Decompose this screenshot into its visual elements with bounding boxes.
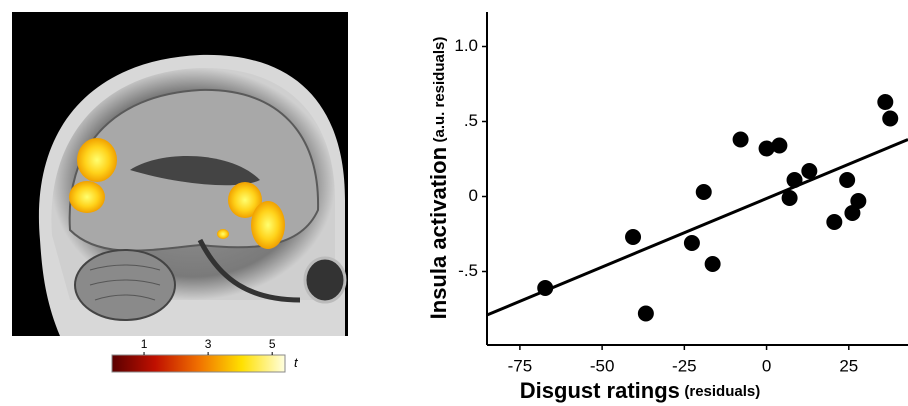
data-point — [625, 229, 641, 245]
x-tick-label: -25 — [672, 356, 697, 375]
brain-image — [12, 12, 348, 336]
x-axis-title: Disgust ratings — [520, 378, 680, 403]
data-point — [850, 193, 866, 209]
colorbar-tick-label: 3 — [205, 337, 212, 351]
y-tick-label: 1.0 — [454, 36, 478, 55]
page: 1 3 5 t 1.0 .5 0 -.5 -75 -50 -25 0 25 Disgust ratings… — [0, 0, 908, 406]
data-point — [787, 172, 803, 188]
data-point — [877, 94, 893, 110]
y-tick-label: 0 — [469, 186, 478, 205]
colorbar-tick-label: 5 — [269, 337, 276, 351]
y-tick-label: -.5 — [458, 261, 478, 280]
x-axis-label: Disgust ratings (residuals) — [520, 378, 760, 403]
y-axis-title: Insula activation — [426, 147, 451, 319]
data-point — [638, 306, 654, 322]
y-axis-label: Insula activation (a.u. residuals) — [426, 37, 451, 320]
x-tick-label: -75 — [508, 356, 533, 375]
x-tick-label: -50 — [590, 356, 615, 375]
data-point — [839, 172, 855, 188]
x-axis-unit: (residuals) — [684, 383, 760, 400]
data-point — [696, 184, 712, 200]
colorbar — [112, 355, 285, 372]
data-point — [801, 163, 817, 179]
data-point — [771, 138, 787, 154]
x-tick-label: 25 — [839, 356, 858, 375]
data-point — [782, 190, 798, 206]
data-point — [684, 235, 700, 251]
y-axis-unit: (a.u. residuals) — [431, 37, 448, 143]
data-point — [882, 111, 898, 127]
x-tick-label: 0 — [762, 356, 771, 375]
data-point — [733, 132, 749, 148]
data-point — [537, 280, 553, 296]
y-tick-label: .5 — [464, 111, 478, 130]
data-point — [705, 256, 721, 272]
data-point — [826, 214, 842, 230]
colorbar-label: t — [294, 355, 299, 370]
figure: 1 3 5 t 1.0 .5 0 -.5 -75 -50 -25 0 25 Disgust ratings… — [0, 0, 908, 406]
colorbar-tick-label: 1 — [141, 337, 148, 351]
